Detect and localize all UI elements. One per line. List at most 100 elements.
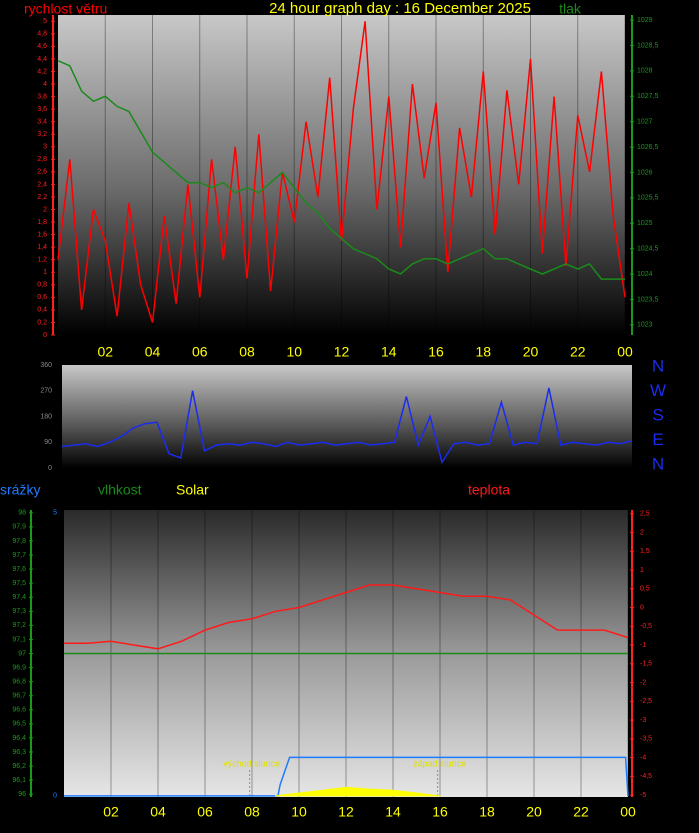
- x-tick-label: 02: [97, 344, 113, 360]
- y-tick-label: -2,5: [640, 698, 652, 705]
- y-tick-label: 3: [43, 144, 47, 151]
- y-tick-label: 97,3: [12, 608, 26, 615]
- y-tick-label: 97,7: [12, 552, 26, 559]
- line: [64, 756, 629, 797]
- y-tick-label: 4,8: [37, 31, 47, 38]
- y-tick-label: 0,2: [37, 319, 47, 326]
- y-tick-label: 2,2: [37, 194, 47, 201]
- legend-label: srážky: [0, 482, 40, 498]
- y-tick-label: 2: [640, 529, 644, 536]
- y-tick-label: -2: [640, 679, 646, 686]
- y-tick-label: 3,6: [37, 106, 47, 113]
- annotation-label: východ slunce: [223, 758, 280, 768]
- y-tick-label: 96,6: [12, 707, 26, 714]
- y-tick-label: 90: [44, 439, 52, 446]
- x-tick-label: 22: [570, 344, 586, 360]
- y-tick-label: 2: [43, 206, 47, 213]
- y-tick-label: 96,2: [12, 763, 26, 770]
- compass-label: W: [650, 381, 666, 400]
- y-tick-label: -4: [640, 754, 646, 761]
- y-tick-label: 0,8: [37, 282, 47, 289]
- x-tick-label: 04: [145, 344, 161, 360]
- y-tick-label: 1,5: [640, 548, 650, 555]
- y-tick-label: -1: [640, 642, 646, 649]
- y-tick-label: 0: [48, 465, 52, 472]
- y-tick-label: 0: [53, 793, 57, 800]
- y-tick-label: 96,4: [12, 735, 26, 742]
- x-tick-label: 00: [620, 804, 636, 820]
- y-tick-label: 1029: [637, 17, 653, 24]
- y-tick-label: 2,4: [37, 181, 47, 188]
- x-tick-label: 10: [286, 344, 302, 360]
- legend-label: rychlost větru: [24, 1, 107, 17]
- y-tick-label: 1,8: [37, 219, 47, 226]
- y-tick-label: -5: [640, 792, 646, 799]
- y-tick-label: 97: [18, 650, 26, 657]
- y-tick-label: 97,6: [12, 566, 26, 573]
- line: [64, 584, 629, 650]
- x-tick-label: 12: [334, 344, 350, 360]
- y-tick-label: 1,6: [37, 231, 47, 238]
- y-tick-label: -3: [640, 717, 646, 724]
- x-tick-label: 10: [291, 804, 307, 820]
- y-tick-label: 4: [43, 81, 47, 88]
- line: [57, 60, 625, 280]
- y-tick-label: 3,8: [37, 93, 47, 100]
- y-tick-label: 1026: [637, 169, 653, 176]
- y-tick-label: 1: [640, 567, 644, 574]
- x-tick-label: 06: [197, 804, 213, 820]
- y-tick-label: 98: [18, 510, 26, 517]
- annotation-label: západ slunce: [413, 758, 466, 768]
- x-tick-label: 20: [526, 804, 542, 820]
- y-tick-label: -4,5: [640, 773, 652, 780]
- x-tick-label: 18: [475, 344, 491, 360]
- y-tick-label: 360: [40, 362, 52, 369]
- x-tick-label: 20: [523, 344, 539, 360]
- x-tick-label: 12: [338, 804, 354, 820]
- y-tick-label: 1027,5: [637, 93, 659, 100]
- x-tick-label: 04: [150, 804, 166, 820]
- x-tick-label: 06: [192, 344, 208, 360]
- y-tick-label: 2,6: [37, 169, 47, 176]
- x-tick-label: 08: [239, 344, 255, 360]
- chart-title: 24 hour graph day : 16 December 2025: [269, 0, 531, 17]
- x-tick-label: 00: [617, 344, 633, 360]
- y-tick-label: 97,9: [12, 524, 26, 531]
- y-tick-label: 97,1: [12, 636, 26, 643]
- y-tick-label: 96: [18, 791, 26, 798]
- x-tick-label: 18: [479, 804, 495, 820]
- y-tick-label: 0,4: [37, 307, 47, 314]
- legend-label: Solar: [176, 482, 209, 498]
- y-tick-label: 1,2: [37, 257, 47, 264]
- y-tick-label: 96,5: [12, 721, 26, 728]
- y-tick-label: 97,5: [12, 580, 26, 587]
- y-tick-label: -1,5: [640, 661, 652, 668]
- y-tick-label: -3,5: [640, 736, 652, 743]
- compass-label: N: [652, 356, 664, 375]
- y-tick-label: 1023,5: [637, 296, 659, 303]
- y-tick-label: 96,8: [12, 678, 26, 685]
- y-tick-label: 4,6: [37, 43, 47, 50]
- y-tick-label: 0: [640, 604, 644, 611]
- line: [61, 387, 633, 465]
- y-tick-label: 3,2: [37, 131, 47, 138]
- y-tick-label: 4,2: [37, 68, 47, 75]
- y-tick-label: 96,3: [12, 749, 26, 756]
- y-tick-label: 0,6: [37, 294, 47, 301]
- y-tick-label: 96,1: [12, 777, 26, 784]
- x-tick-label: 02: [103, 804, 119, 820]
- y-tick-label: 5: [43, 18, 47, 25]
- y-tick-label: 1024,5: [637, 245, 659, 252]
- legend-label: tlak: [559, 1, 582, 17]
- y-tick-label: 5: [53, 510, 57, 517]
- y-tick-label: 4,4: [37, 56, 47, 63]
- plot-area: [62, 365, 632, 468]
- y-tick-label: 1024: [637, 271, 653, 278]
- x-tick-label: 22: [573, 804, 589, 820]
- compass-label: E: [652, 430, 663, 449]
- y-tick-label: 1,4: [37, 244, 47, 251]
- y-tick-label: 3,4: [37, 119, 47, 126]
- y-tick-label: 1: [43, 269, 47, 276]
